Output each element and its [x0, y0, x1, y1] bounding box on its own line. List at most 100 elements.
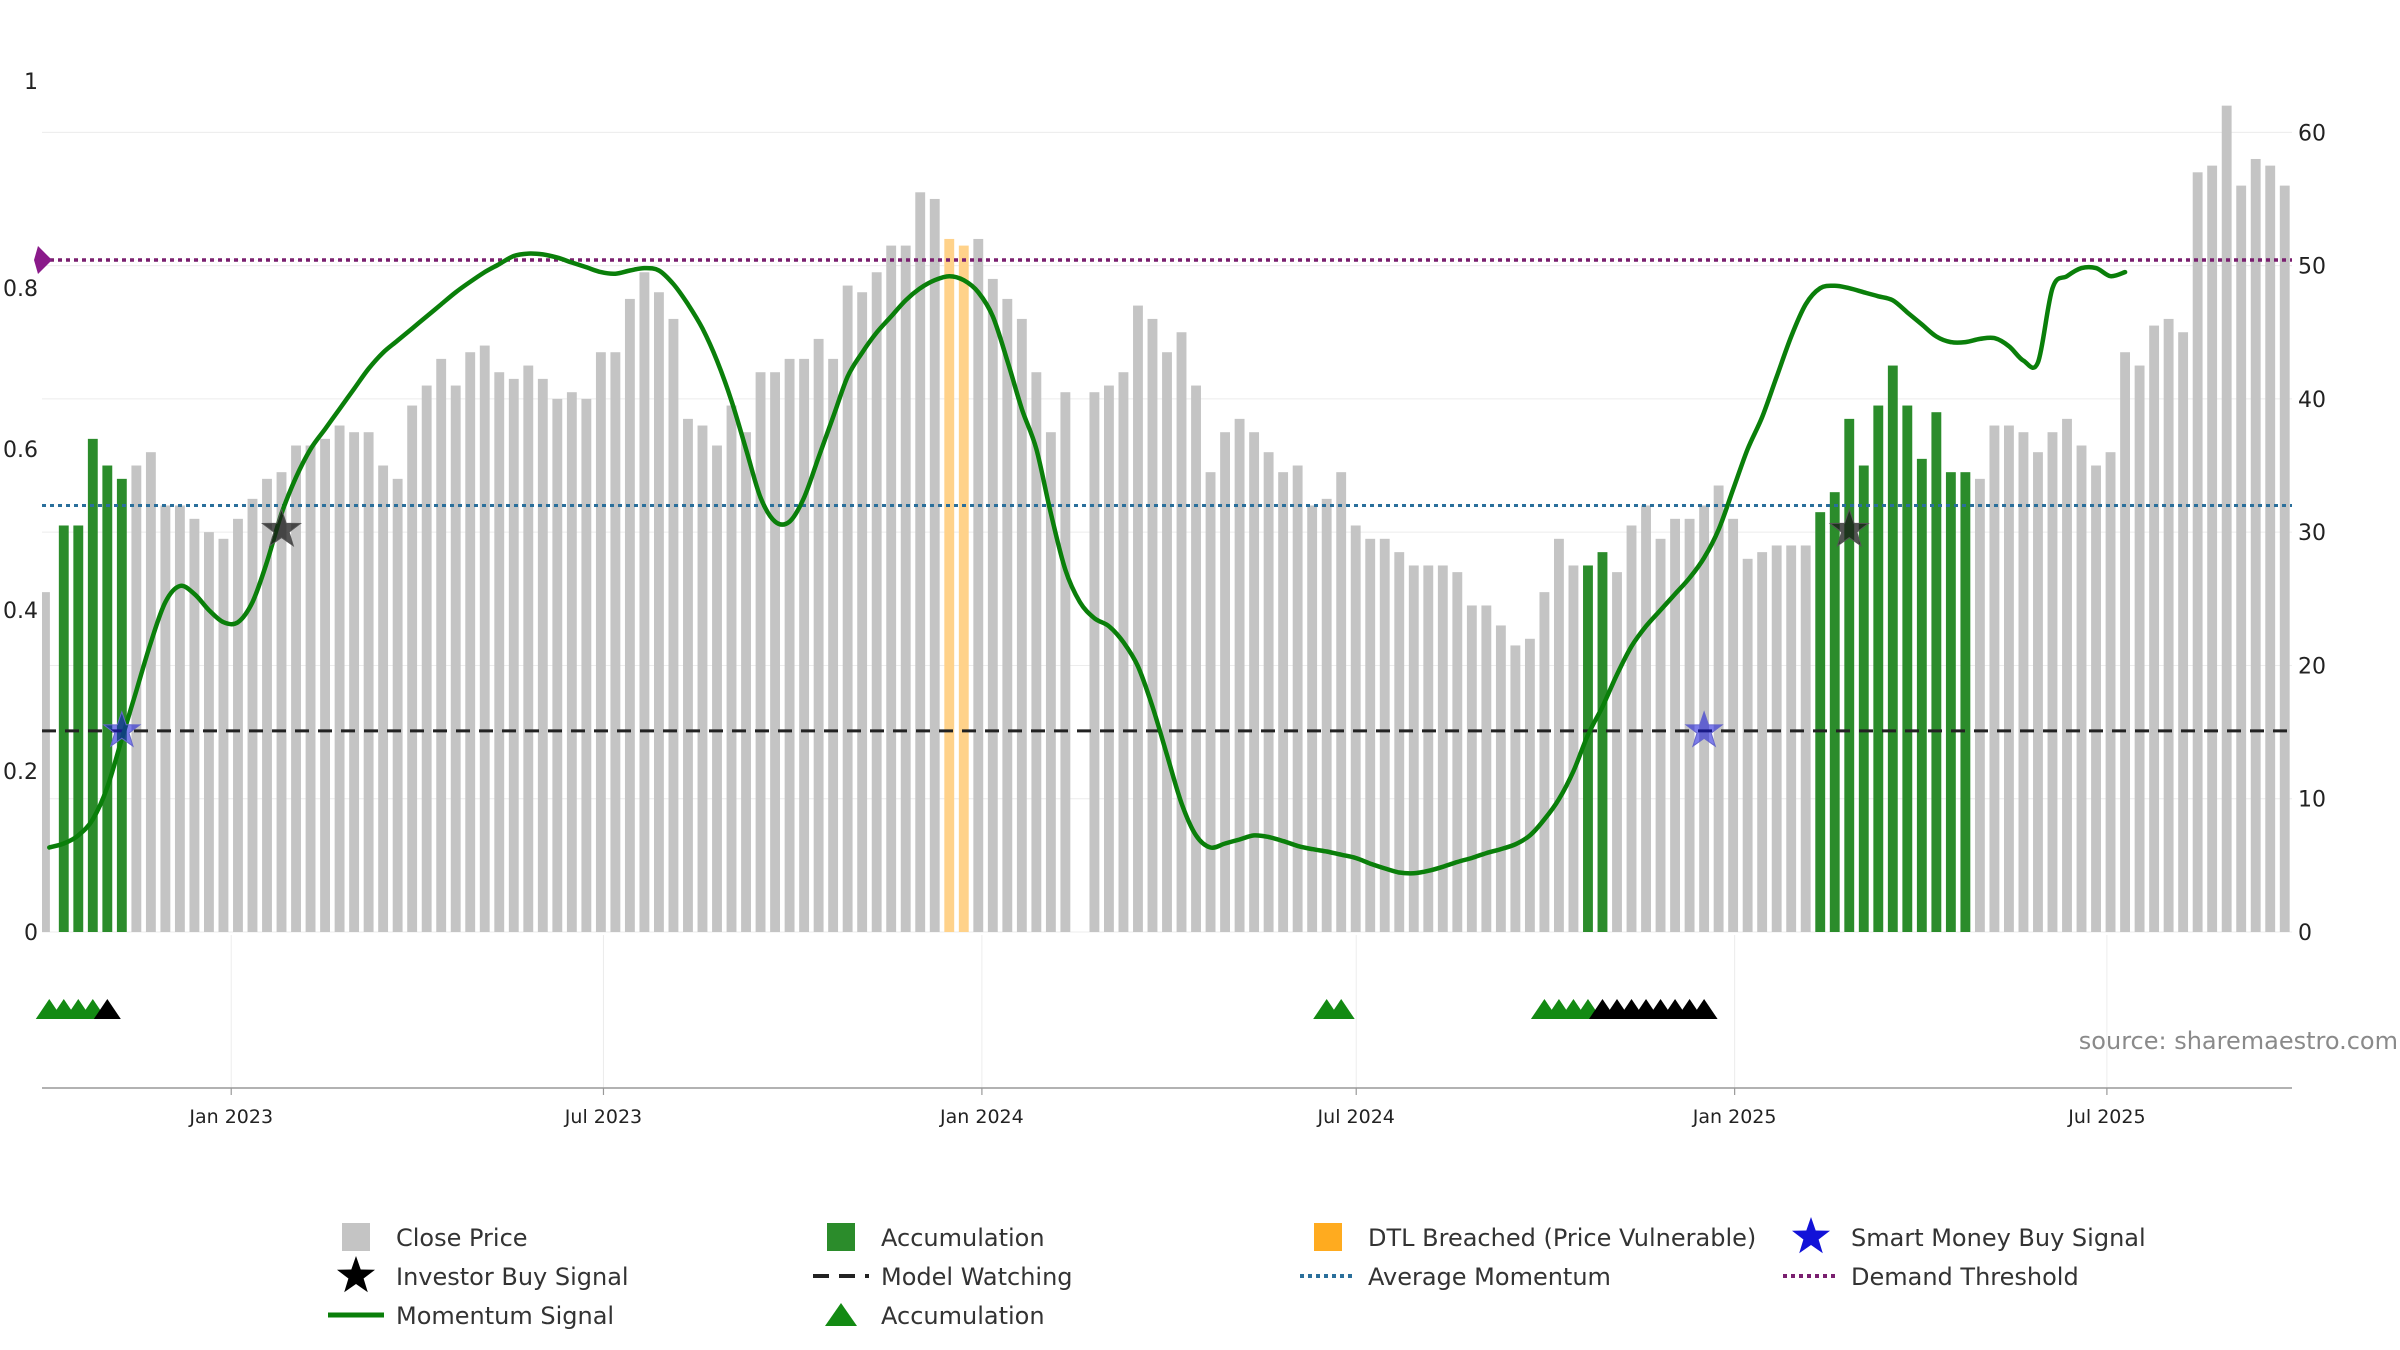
price-bar: [1916, 458, 1927, 932]
price-bar: [566, 392, 577, 932]
price-bar: [2178, 332, 2189, 932]
reference-lines: [34, 246, 2292, 733]
price-bar: [392, 478, 403, 932]
price-bar: [1176, 332, 1187, 932]
price-bar: [1626, 525, 1637, 932]
demand-threshold-marker: [34, 246, 52, 275]
price-bar: [305, 445, 316, 932]
price-bar: [189, 518, 200, 932]
price-bar: [1147, 318, 1158, 932]
price-bar: [668, 318, 679, 932]
price-bar: [1350, 525, 1361, 932]
triangle-markers: [35, 999, 1718, 1019]
price-bar: [2105, 452, 2116, 932]
price-bar: [2192, 172, 2203, 932]
price-bar: [378, 465, 389, 932]
price-bar: [465, 352, 476, 932]
left-tick-label: 0: [24, 921, 38, 946]
price-bar: [2047, 432, 2058, 932]
legend-label: DTL Breached (Price Vulnerable): [1368, 1224, 1756, 1252]
price-bar: [116, 478, 127, 932]
price-bar: [1815, 512, 1826, 932]
price-bar: [1902, 405, 1913, 932]
legend-label: Model Watching: [881, 1263, 1073, 1291]
price-bar: [1104, 385, 1114, 932]
price-bar: [1278, 472, 1289, 932]
price-bar: [145, 452, 156, 932]
price-bar: [639, 272, 650, 932]
price-bar: [581, 398, 592, 932]
price-bar: [799, 358, 810, 932]
price-bar: [2018, 432, 2029, 932]
price-bar: [929, 198, 940, 932]
price-bar: [595, 352, 606, 932]
price-bar: [291, 445, 301, 932]
legend-label: Investor Buy Signal: [396, 1263, 629, 1291]
price-bar: [537, 378, 548, 932]
price-bar: [2091, 465, 2101, 932]
price-bar: [1437, 565, 1448, 932]
x-tick-label: Jan 2023: [188, 1106, 273, 1128]
price-bar: [233, 518, 243, 932]
price-bar: [1307, 505, 1318, 932]
x-tick-label: Jul 2023: [564, 1106, 642, 1128]
price-bar: [2120, 352, 2130, 932]
price-bar: [42, 592, 50, 932]
price-bar: [1423, 565, 1434, 932]
legend-item: Accumulation: [827, 1223, 1045, 1252]
price-bar: [1713, 485, 1724, 932]
price-bar: [1742, 558, 1753, 932]
x-tick-label: Jul 2025: [2067, 1106, 2145, 1128]
price-bar: [958, 245, 969, 932]
x-tick-label: Jul 2024: [1317, 1106, 1395, 1128]
price-bar: [1989, 425, 2000, 932]
price-bar: [2279, 185, 2290, 932]
price-bar: [421, 385, 432, 932]
right-tick-label: 60: [2298, 121, 2326, 146]
price-bar: [813, 338, 824, 932]
price-bar: [1118, 372, 1129, 932]
legend-swatch: [827, 1223, 855, 1251]
price-bar: [712, 445, 722, 932]
price-bar: [174, 505, 185, 932]
legend-item: Smart Money Buy Signal: [1792, 1217, 2146, 1254]
price-bar: [1191, 385, 1201, 932]
price-bar: [1510, 645, 1521, 932]
price-bar: [828, 358, 839, 932]
price-bar: [842, 285, 853, 932]
price-bar: [1321, 498, 1332, 932]
price-bar: [1829, 492, 1840, 932]
price-bar: [2265, 165, 2276, 932]
price-bar: [784, 358, 795, 932]
price-bar: [1858, 465, 1869, 932]
price-bar: [349, 432, 360, 932]
price-bar: [2076, 445, 2087, 932]
right-tick-label: 10: [2298, 788, 2326, 813]
legend-label: Accumulation: [881, 1302, 1045, 1330]
momentum-signal-group: [47, 251, 2128, 876]
price-bar: [1452, 572, 1463, 932]
price-bar: [741, 432, 751, 932]
price-bar: [610, 352, 621, 932]
price-bar: [1220, 432, 1230, 932]
price-bar: [363, 432, 374, 932]
price-bar: [247, 498, 258, 932]
price-bar: [871, 272, 882, 932]
price-bar: [973, 238, 984, 932]
price-bars: [42, 105, 2290, 932]
price-bar: [1060, 392, 1071, 932]
price-bar: [1002, 298, 1013, 932]
smart-money-buy-star: [1684, 710, 1724, 748]
momentum-signal-line: [47, 251, 2128, 876]
price-bar: [624, 298, 635, 932]
legend-label: Close Price: [396, 1224, 528, 1252]
price-bar: [1844, 418, 1855, 932]
x-tick-label: Jan 2025: [1692, 1106, 1777, 1128]
price-bar: [1554, 538, 1564, 932]
legend: Close Price Accumulation DTL Breached (Pri…: [328, 1217, 2146, 1330]
price-bar: [58, 525, 69, 932]
price-bar: [494, 372, 505, 932]
legend-label: Average Momentum: [1368, 1263, 1611, 1291]
legend-item: Accumulation: [825, 1302, 1045, 1330]
